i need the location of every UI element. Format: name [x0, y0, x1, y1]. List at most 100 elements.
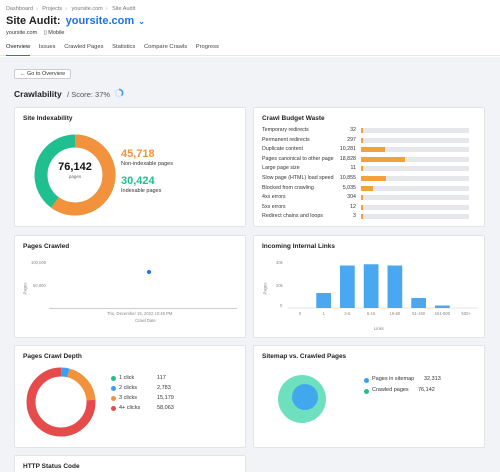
crawl-budget-label: Redirect chains and loops: [262, 213, 323, 220]
tab-crawled-pages[interactable]: Crawled Pages: [64, 44, 104, 50]
crawl-depth-label: 2 clicks: [119, 384, 138, 391]
card-title: Incoming Internal Links: [262, 243, 335, 250]
crawl-budget-label: Temporary redirects: [262, 127, 309, 133]
crawl-budget-bar[interactable]: [361, 204, 469, 210]
indexability-total-label: pages: [68, 174, 82, 179]
crawl-budget-bar[interactable]: [361, 195, 469, 201]
x-axis-label: Links: [374, 326, 384, 331]
y-tick: 100,000: [31, 260, 47, 265]
chart-bar[interactable]: [316, 293, 331, 308]
non-indexable-value[interactable]: 45,718: [121, 148, 155, 160]
crawl-budget-value[interactable]: 3: [353, 213, 356, 220]
crawl-budget-bar[interactable]: [361, 166, 469, 172]
crawl-depth-value[interactable]: 117: [157, 374, 166, 381]
x-axis-line: [49, 308, 237, 309]
y-tick: 20k: [276, 283, 283, 288]
crawl-budget-bar[interactable]: [361, 156, 469, 162]
breadcrumb-domain[interactable]: yoursite.com: [71, 6, 103, 12]
breadcrumb: Dashboard › Projects › yoursite.com › Site …: [6, 6, 136, 12]
legend-dot: [111, 406, 116, 411]
sitemap-pages-circle[interactable]: [292, 384, 318, 410]
chart-point[interactable]: [147, 270, 151, 274]
score-label: / Score: 37%: [67, 90, 111, 99]
crawl-budget-bar-fill: [361, 147, 385, 153]
crawl-budget-bar[interactable]: [361, 214, 469, 220]
crawl-budget-bar[interactable]: [361, 128, 469, 133]
chart-bar[interactable]: [363, 264, 379, 308]
indexability-total: 76,142: [58, 161, 92, 173]
tab-bar: Overview Issues Crawled Pages Statistics…: [6, 44, 226, 56]
crawl-depth-slice[interactable]: [26, 367, 96, 437]
crawl-budget-label: Duplicate content: [262, 146, 303, 153]
crawl-budget-value[interactable]: 18,828: [339, 155, 356, 162]
crawl-budget-value[interactable]: 304: [347, 194, 356, 201]
legend-dot: [111, 396, 116, 401]
crawl-budget-value[interactable]: 10,855: [339, 175, 356, 181]
crawl-budget-value[interactable]: 10,281: [339, 146, 356, 153]
go-to-overview-button[interactable]: ← Go to Overview: [14, 69, 71, 79]
sitemap-label: Pages in sitemap: [372, 376, 415, 382]
crawled-value[interactable]: 76,142: [418, 387, 435, 393]
crawled-label: Crawled pages: [372, 387, 409, 393]
incoming-links-bar-chart: 0 1 2-5 6-15 16-50 51-150 151-500 500+: [288, 264, 478, 316]
arrow-left-icon: ←: [20, 71, 26, 77]
crawl-budget-value[interactable]: 297: [347, 136, 356, 143]
chevron-down-icon[interactable]: ⌄: [138, 17, 145, 26]
indexable-label: Indexable pages: [121, 188, 162, 194]
sitemap-venn[interactable]: [272, 368, 332, 428]
crawl-budget-bar-fill: [361, 185, 373, 191]
main-content: ← Go to Overview Crawlability / Score: 3…: [0, 57, 500, 472]
crawl-depth-value[interactable]: 2,783: [157, 384, 171, 391]
domain-selector[interactable]: yoursite.com: [65, 15, 135, 27]
page-title-text: Site Audit:: [6, 15, 61, 27]
crawl-budget-value[interactable]: 12: [350, 203, 356, 210]
chart-bar[interactable]: [435, 305, 450, 309]
breadcrumb-dashboard[interactable]: Dashboard: [6, 6, 33, 12]
crawl-budget-value[interactable]: 11: [350, 165, 357, 172]
crawl-depth-value[interactable]: 15,179: [157, 394, 174, 401]
chart-bar[interactable]: [387, 265, 403, 309]
tab-overview[interactable]: Overview: [6, 44, 31, 56]
crawl-budget-bar[interactable]: [361, 147, 469, 153]
sitemap-value[interactable]: 32,313: [424, 376, 441, 382]
crawl-depth-value[interactable]: 58,063: [157, 404, 174, 411]
crawl-budget-label: Large page size: [262, 165, 300, 172]
crawl-budget-bar-fill: [361, 214, 363, 220]
http-status-card: HTTP Status Code: [14, 455, 246, 472]
crawl-budget-bar-fill: [361, 166, 363, 172]
tab-issues[interactable]: Issues: [38, 44, 56, 50]
y-tick: 0: [280, 303, 283, 308]
indexability-donut[interactable]: [25, 125, 125, 225]
chart-bar[interactable]: [340, 265, 355, 309]
legend-dot: [364, 389, 369, 394]
crawl-depth-donut[interactable]: [21, 362, 101, 442]
indexable-value[interactable]: 30,424: [121, 175, 155, 187]
crawl-budget-bar-fill: [361, 176, 386, 181]
tab-compare-crawls[interactable]: Compare Crawls: [143, 44, 188, 50]
crawl-budget-label: Slow page (HTML) load speed: [262, 175, 334, 181]
tab-progress[interactable]: Progress: [195, 44, 219, 50]
x-tick: 151-500: [435, 311, 451, 316]
crawl-budget-bar[interactable]: [361, 185, 469, 191]
crawl-budget-bar[interactable]: [361, 137, 469, 143]
crawl-depth-label: 1 click: [119, 374, 135, 381]
breadcrumb-projects[interactable]: Projects: [42, 6, 63, 12]
x-tick: 1: [322, 311, 325, 316]
crawl-budget-label: 4xx errors: [262, 194, 286, 201]
legend-dot: [111, 376, 116, 381]
crawl-budget-bar-fill: [361, 137, 364, 143]
breadcrumb-site-audit: Site Audit: [112, 6, 136, 12]
sitemap-card: Sitemap vs. Crawled Pages Pages in sitem…: [253, 345, 485, 448]
crawl-budget-label: Blocked from crawling: [262, 184, 314, 191]
crawl-budget-value[interactable]: 32: [350, 127, 356, 133]
crawl-budget-bar[interactable]: [361, 176, 469, 181]
crawl-depth-label: 3 clicks: [119, 394, 138, 401]
y-axis-label: Pages: [262, 282, 268, 295]
crawl-budget-value[interactable]: 5,035: [342, 184, 356, 191]
section-title: Crawlability: [14, 89, 62, 99]
x-tick: 6-15: [367, 311, 376, 316]
tab-statistics[interactable]: Statistics: [112, 44, 136, 50]
chart-bar[interactable]: [411, 298, 426, 308]
non-indexable-arc[interactable]: [34, 134, 116, 216]
legend-dot: [364, 378, 369, 383]
